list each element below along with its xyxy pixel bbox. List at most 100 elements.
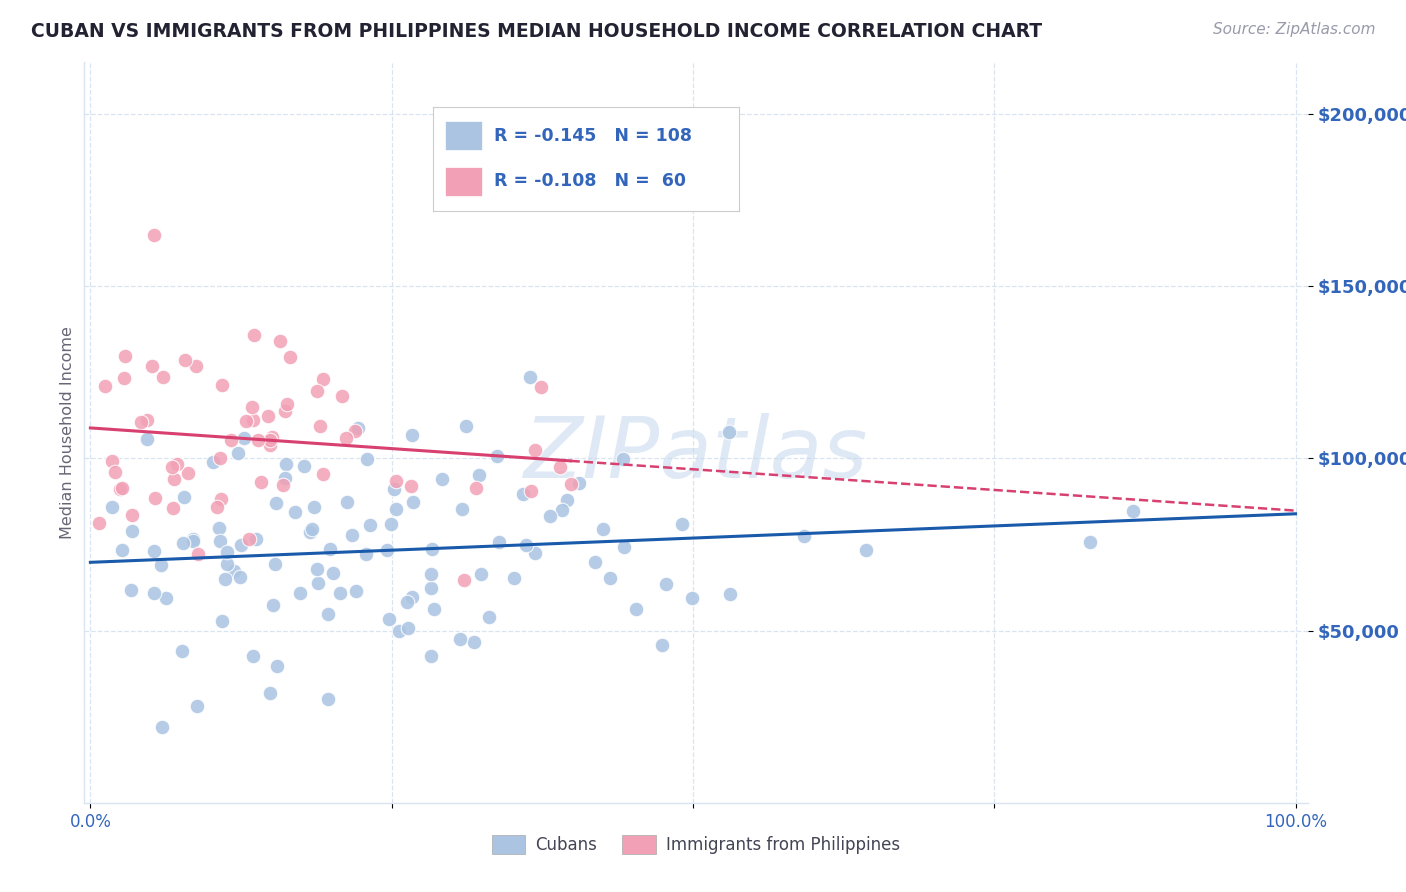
Point [449, 632, 471, 646]
Point [568, 476, 591, 491]
Point [599, 571, 621, 585]
Point [551, 503, 574, 517]
Point [141, 359, 163, 373]
Point [120, 582, 142, 597]
Point [298, 525, 321, 540]
Point [312, 372, 335, 386]
Point [453, 573, 475, 587]
Point [278, 350, 301, 364]
Point [301, 522, 323, 536]
Point [259, 433, 281, 447]
Point [560, 476, 582, 491]
Point [152, 369, 174, 384]
Point [104, 465, 127, 479]
Point [269, 334, 291, 348]
Point [162, 501, 184, 516]
Point [396, 594, 419, 608]
Point [356, 452, 378, 467]
Point [152, 720, 174, 734]
Point [150, 558, 173, 573]
Point [174, 353, 197, 368]
Point [378, 612, 401, 626]
Point [651, 638, 673, 652]
Point [718, 587, 741, 601]
Point [136, 413, 159, 427]
Point [671, 516, 693, 531]
Point [226, 446, 249, 460]
Point [1080, 534, 1102, 549]
Point [305, 384, 328, 398]
Point [486, 449, 509, 463]
Point [101, 500, 124, 514]
Point [512, 487, 534, 501]
Point [468, 467, 491, 482]
Point [257, 409, 280, 423]
Point [166, 457, 188, 471]
Point [232, 431, 254, 445]
Point [186, 699, 208, 714]
Point [1122, 504, 1144, 518]
Point [215, 545, 238, 559]
Point [523, 443, 546, 458]
Point [160, 459, 183, 474]
Point [176, 466, 198, 480]
Point [478, 610, 501, 624]
Point [515, 538, 537, 552]
Point [111, 543, 134, 558]
Point [245, 532, 267, 546]
Point [465, 482, 488, 496]
Point [262, 599, 284, 613]
Point [108, 482, 131, 496]
Point [181, 532, 204, 546]
Point [855, 542, 877, 557]
Legend: Cubans, Immigrants from Philippines: Cubans, Immigrants from Philippines [485, 829, 907, 861]
Point [181, 533, 204, 548]
Point [583, 555, 606, 569]
Point [274, 471, 297, 485]
Point [238, 532, 260, 546]
Point [235, 414, 257, 428]
Point [229, 570, 252, 584]
Point [385, 474, 408, 488]
Point [557, 492, 579, 507]
Point [266, 659, 288, 673]
Point [335, 431, 357, 445]
Point [142, 544, 165, 558]
Point [422, 602, 444, 616]
Point [402, 494, 425, 508]
Point [322, 566, 344, 580]
Point [100, 454, 122, 468]
Point [187, 547, 209, 561]
Point [396, 621, 419, 635]
Point [112, 371, 135, 385]
Point [143, 586, 166, 600]
Point [382, 483, 405, 497]
Point [292, 458, 315, 473]
Point [420, 649, 443, 664]
Point [274, 458, 297, 472]
Point [420, 541, 443, 556]
Point [264, 558, 287, 572]
Point [304, 500, 326, 514]
Point [385, 501, 408, 516]
Point [624, 601, 647, 615]
Point [681, 591, 703, 605]
Point [201, 455, 224, 469]
Point [229, 538, 252, 552]
Point [655, 576, 678, 591]
Point [530, 379, 553, 393]
Point [172, 535, 194, 549]
Point [222, 564, 245, 578]
Point [401, 590, 423, 604]
Point [344, 424, 367, 438]
Point [242, 648, 264, 663]
Point [284, 505, 307, 519]
Point [214, 572, 236, 586]
Point [208, 533, 231, 548]
Point [155, 591, 177, 606]
Point [488, 535, 510, 549]
Point [454, 419, 477, 434]
Point [305, 562, 328, 576]
Point [519, 370, 541, 384]
Point [209, 492, 232, 507]
